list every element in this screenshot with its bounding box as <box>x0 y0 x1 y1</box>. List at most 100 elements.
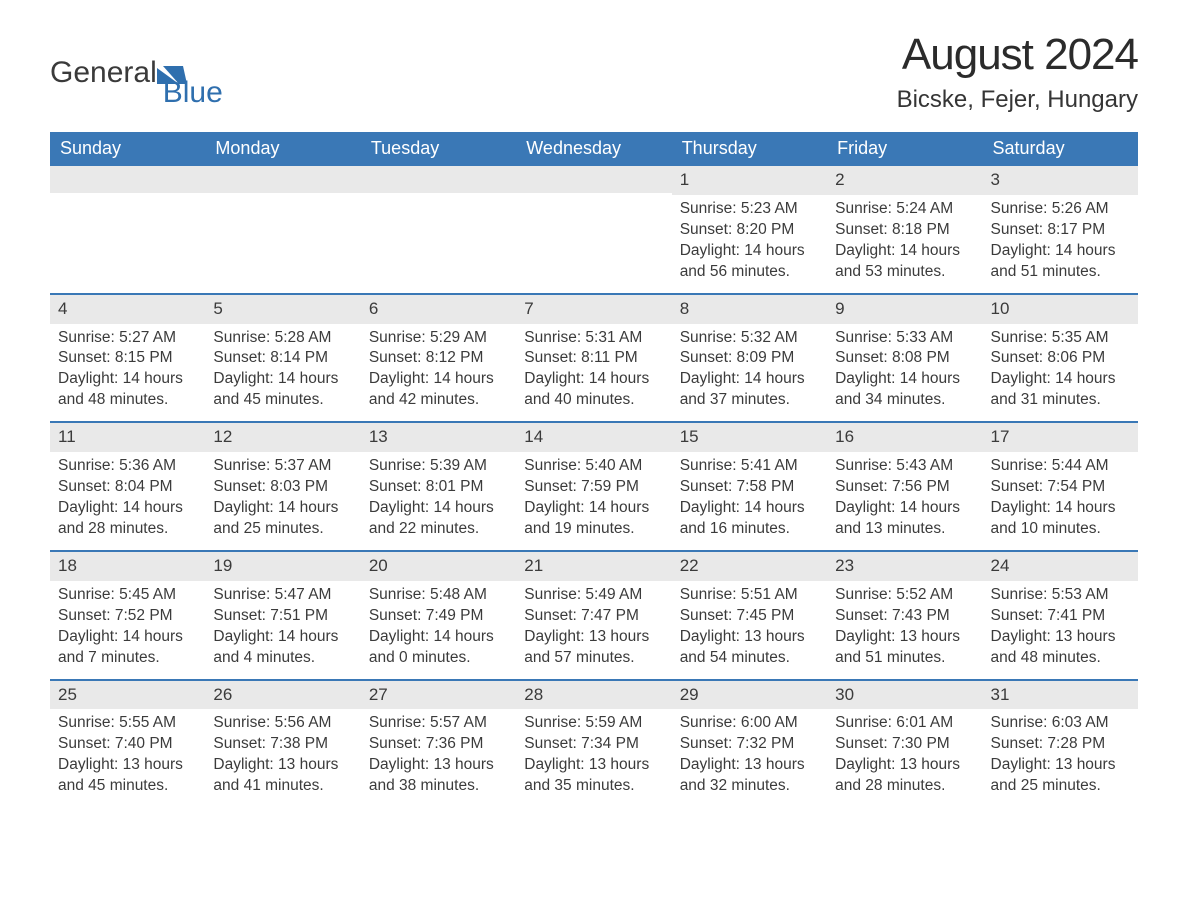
sunrise-line: Sunrise: 5:31 AM <box>524 328 663 349</box>
sunrise-line: Sunrise: 5:37 AM <box>213 456 352 477</box>
calendar-day: 16Sunrise: 5:43 AMSunset: 7:56 PMDayligh… <box>827 423 982 550</box>
day-number: 25 <box>50 681 205 710</box>
day-number: 27 <box>361 681 516 710</box>
sunset-line: Sunset: 8:12 PM <box>369 348 508 369</box>
sunrise-line: Sunrise: 5:51 AM <box>680 585 819 606</box>
day-details: Sunrise: 5:56 AMSunset: 7:38 PMDaylight:… <box>205 709 360 807</box>
day-number <box>516 166 671 193</box>
sunrise-line: Sunrise: 5:43 AM <box>835 456 974 477</box>
day-number: 14 <box>516 423 671 452</box>
day-details: Sunrise: 5:40 AMSunset: 7:59 PMDaylight:… <box>516 452 671 550</box>
day-details: Sunrise: 5:32 AMSunset: 8:09 PMDaylight:… <box>672 324 827 422</box>
sunset-line: Sunset: 7:52 PM <box>58 606 197 627</box>
calendar-day: 31Sunrise: 6:03 AMSunset: 7:28 PMDayligh… <box>983 681 1138 808</box>
sunrise-line: Sunrise: 5:24 AM <box>835 199 974 220</box>
month-title: August 2024 <box>897 30 1138 80</box>
day-details: Sunrise: 5:43 AMSunset: 7:56 PMDaylight:… <box>827 452 982 550</box>
sunset-line: Sunset: 8:20 PM <box>680 220 819 241</box>
daylight-line: Daylight: 14 hours and 34 minutes. <box>835 369 974 411</box>
brand-word1: General <box>50 58 157 88</box>
day-details <box>516 193 671 207</box>
day-details: Sunrise: 5:27 AMSunset: 8:15 PMDaylight:… <box>50 324 205 422</box>
header: General Blue August 2024 Bicske, Fejer, … <box>50 30 1138 114</box>
day-number: 5 <box>205 295 360 324</box>
sunset-line: Sunset: 7:30 PM <box>835 734 974 755</box>
brand-logo: General Blue <box>50 30 255 92</box>
calendar-day-empty <box>205 166 360 293</box>
day-number: 20 <box>361 552 516 581</box>
calendar-day: 4Sunrise: 5:27 AMSunset: 8:15 PMDaylight… <box>50 295 205 422</box>
day-number: 24 <box>983 552 1138 581</box>
day-number: 19 <box>205 552 360 581</box>
day-number: 23 <box>827 552 982 581</box>
calendar-day: 25Sunrise: 5:55 AMSunset: 7:40 PMDayligh… <box>50 681 205 808</box>
sunrise-line: Sunrise: 6:01 AM <box>835 713 974 734</box>
sunrise-line: Sunrise: 5:45 AM <box>58 585 197 606</box>
daylight-line: Daylight: 14 hours and 42 minutes. <box>369 369 508 411</box>
day-details: Sunrise: 5:24 AMSunset: 8:18 PMDaylight:… <box>827 195 982 293</box>
sunset-line: Sunset: 8:09 PM <box>680 348 819 369</box>
day-number: 6 <box>361 295 516 324</box>
daylight-line: Daylight: 14 hours and 13 minutes. <box>835 498 974 540</box>
daylight-line: Daylight: 14 hours and 22 minutes. <box>369 498 508 540</box>
calendar-day: 24Sunrise: 5:53 AMSunset: 7:41 PMDayligh… <box>983 552 1138 679</box>
day-of-week-cell: Tuesday <box>361 132 516 166</box>
day-details: Sunrise: 5:49 AMSunset: 7:47 PMDaylight:… <box>516 581 671 679</box>
day-number: 31 <box>983 681 1138 710</box>
calendar-day: 7Sunrise: 5:31 AMSunset: 8:11 PMDaylight… <box>516 295 671 422</box>
calendar-week: 25Sunrise: 5:55 AMSunset: 7:40 PMDayligh… <box>50 679 1138 808</box>
sunset-line: Sunset: 7:36 PM <box>369 734 508 755</box>
day-details: Sunrise: 5:33 AMSunset: 8:08 PMDaylight:… <box>827 324 982 422</box>
calendar-day: 19Sunrise: 5:47 AMSunset: 7:51 PMDayligh… <box>205 552 360 679</box>
sunrise-line: Sunrise: 5:27 AM <box>58 328 197 349</box>
sunrise-line: Sunrise: 5:41 AM <box>680 456 819 477</box>
sunset-line: Sunset: 8:08 PM <box>835 348 974 369</box>
day-details: Sunrise: 5:39 AMSunset: 8:01 PMDaylight:… <box>361 452 516 550</box>
calendar-day: 26Sunrise: 5:56 AMSunset: 7:38 PMDayligh… <box>205 681 360 808</box>
calendar-day: 29Sunrise: 6:00 AMSunset: 7:32 PMDayligh… <box>672 681 827 808</box>
calendar-day: 21Sunrise: 5:49 AMSunset: 7:47 PMDayligh… <box>516 552 671 679</box>
calendar-week: 18Sunrise: 5:45 AMSunset: 7:52 PMDayligh… <box>50 550 1138 679</box>
calendar-day: 11Sunrise: 5:36 AMSunset: 8:04 PMDayligh… <box>50 423 205 550</box>
calendar-day: 12Sunrise: 5:37 AMSunset: 8:03 PMDayligh… <box>205 423 360 550</box>
daylight-line: Daylight: 14 hours and 25 minutes. <box>213 498 352 540</box>
location: Bicske, Fejer, Hungary <box>897 86 1138 114</box>
day-details: Sunrise: 5:52 AMSunset: 7:43 PMDaylight:… <box>827 581 982 679</box>
day-number: 29 <box>672 681 827 710</box>
day-number: 1 <box>672 166 827 195</box>
calendar-day: 8Sunrise: 5:32 AMSunset: 8:09 PMDaylight… <box>672 295 827 422</box>
brand-word2: Blue <box>163 76 223 110</box>
day-details: Sunrise: 5:23 AMSunset: 8:20 PMDaylight:… <box>672 195 827 293</box>
sunset-line: Sunset: 8:06 PM <box>991 348 1130 369</box>
calendar-day: 23Sunrise: 5:52 AMSunset: 7:43 PMDayligh… <box>827 552 982 679</box>
day-details: Sunrise: 5:44 AMSunset: 7:54 PMDaylight:… <box>983 452 1138 550</box>
daylight-line: Daylight: 14 hours and 51 minutes. <box>991 241 1130 283</box>
day-number: 2 <box>827 166 982 195</box>
day-details: Sunrise: 5:41 AMSunset: 7:58 PMDaylight:… <box>672 452 827 550</box>
sunrise-line: Sunrise: 5:36 AM <box>58 456 197 477</box>
sunrise-line: Sunrise: 5:44 AM <box>991 456 1130 477</box>
calendar-day-empty <box>361 166 516 293</box>
day-of-week-cell: Friday <box>827 132 982 166</box>
calendar-day: 22Sunrise: 5:51 AMSunset: 7:45 PMDayligh… <box>672 552 827 679</box>
day-details: Sunrise: 5:36 AMSunset: 8:04 PMDaylight:… <box>50 452 205 550</box>
sunset-line: Sunset: 7:45 PM <box>680 606 819 627</box>
calendar-day: 6 Sunrise: 5:29 AMSunset: 8:12 PMDaylight… <box>361 295 516 422</box>
day-details: Sunrise: 6:03 AMSunset: 7:28 PMDaylight:… <box>983 709 1138 807</box>
daylight-line: Daylight: 14 hours and 0 minutes. <box>369 627 508 669</box>
sunset-line: Sunset: 7:56 PM <box>835 477 974 498</box>
day-of-week-header: SundayMondayTuesdayWednesdayThursdayFrid… <box>50 132 1138 166</box>
daylight-line: Daylight: 13 hours and 41 minutes. <box>213 755 352 797</box>
sunrise-line: Sunrise: 5:59 AM <box>524 713 663 734</box>
sunrise-line: Sunrise: 5:29 AM <box>369 328 508 349</box>
sunrise-line: Sunrise: 5:55 AM <box>58 713 197 734</box>
daylight-line: Daylight: 13 hours and 25 minutes. <box>991 755 1130 797</box>
sunset-line: Sunset: 8:17 PM <box>991 220 1130 241</box>
day-details: Sunrise: 6:01 AMSunset: 7:30 PMDaylight:… <box>827 709 982 807</box>
day-number: 22 <box>672 552 827 581</box>
sunrise-line: Sunrise: 5:32 AM <box>680 328 819 349</box>
calendar-day: 18Sunrise: 5:45 AMSunset: 7:52 PMDayligh… <box>50 552 205 679</box>
daylight-line: Daylight: 13 hours and 57 minutes. <box>524 627 663 669</box>
day-number: 16 <box>827 423 982 452</box>
sunset-line: Sunset: 7:47 PM <box>524 606 663 627</box>
